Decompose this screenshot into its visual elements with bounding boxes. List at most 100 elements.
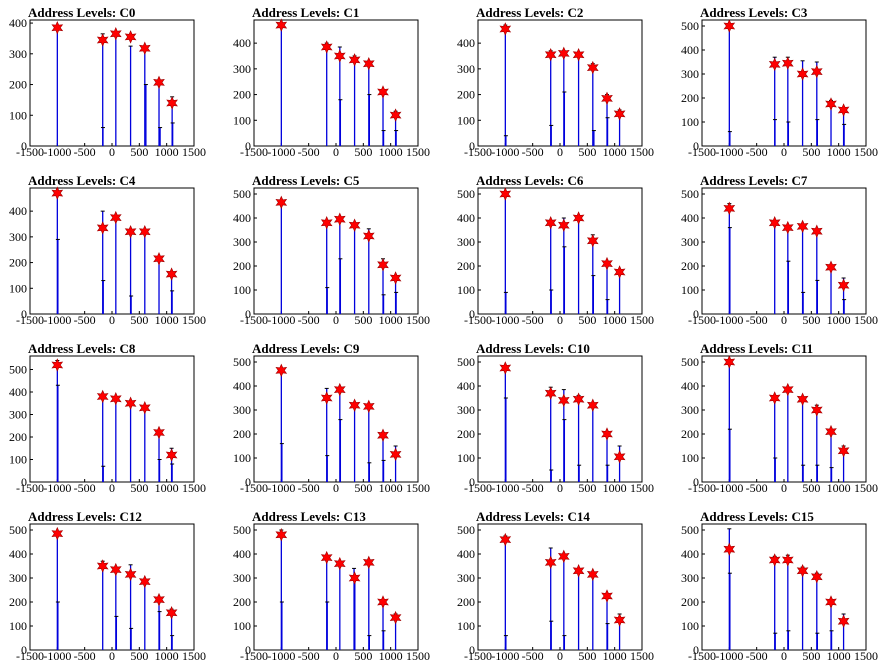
x-tick-label: -1500 bbox=[16, 481, 44, 495]
x-tick-label: -1500 bbox=[240, 313, 268, 327]
peak-marker bbox=[837, 103, 850, 117]
peak-marker bbox=[572, 392, 585, 406]
y-tick-label: 300 bbox=[457, 403, 475, 417]
x-tick-label: -1000 bbox=[267, 649, 295, 663]
plot-frame bbox=[29, 187, 195, 315]
chart-panel-c12: Address Levels: C12 0 100 200 300 400 500 -1500… bbox=[9, 509, 206, 663]
x-tick-label: 1000 bbox=[827, 649, 851, 663]
x-tick-label: 1000 bbox=[155, 649, 179, 663]
peak-marker bbox=[348, 218, 361, 232]
peak-marker bbox=[810, 64, 823, 79]
peak-marker bbox=[586, 398, 599, 412]
peak-marker bbox=[796, 564, 809, 578]
y-tick-label: 100 bbox=[457, 619, 475, 633]
chart-title: Address Levels: C0 bbox=[28, 5, 135, 20]
y-tick-label: 0 bbox=[21, 643, 27, 657]
peak-marker bbox=[51, 186, 64, 200]
y-tick-label: 300 bbox=[457, 571, 475, 585]
y-tick-label: 0 bbox=[693, 139, 699, 153]
chart-panel-c9: Address Levels: C90100200300400500-1500-… bbox=[233, 341, 430, 495]
x-tick-label: 1000 bbox=[603, 481, 627, 495]
peak-marker bbox=[333, 556, 346, 571]
x-tick-label: 1500 bbox=[182, 313, 206, 327]
peak-marker bbox=[348, 53, 361, 67]
peak-marker bbox=[348, 571, 361, 585]
y-tick-label: 300 bbox=[681, 67, 699, 81]
y-tick-label: 300 bbox=[457, 62, 475, 76]
peak-marker bbox=[124, 396, 137, 411]
y-tick-label: 0 bbox=[21, 307, 27, 321]
x-tick-label: 500 bbox=[802, 649, 820, 663]
x-tick-label: -500 bbox=[74, 481, 96, 495]
x-tick-label: 1000 bbox=[603, 145, 627, 159]
peak-marker bbox=[166, 96, 178, 110]
plot-frame bbox=[477, 355, 643, 483]
peak-marker bbox=[499, 187, 512, 201]
x-tick-label: -1500 bbox=[688, 481, 716, 495]
x-tick-label: 500 bbox=[130, 313, 148, 327]
x-tick-label: 0 bbox=[109, 649, 115, 663]
x-tick-label: 1000 bbox=[379, 649, 403, 663]
peak-marker bbox=[153, 75, 165, 90]
y-tick-label: 100 bbox=[9, 453, 27, 467]
plot-frame bbox=[253, 523, 419, 651]
peak-marker bbox=[51, 358, 64, 372]
peak-marker bbox=[837, 614, 850, 628]
y-tick-label: 300 bbox=[9, 47, 27, 61]
peak-marker bbox=[275, 195, 288, 210]
peak-marker bbox=[153, 592, 165, 607]
peak-marker bbox=[825, 424, 837, 439]
plot-frame bbox=[477, 187, 643, 315]
x-tick-label: 1500 bbox=[182, 145, 206, 159]
x-tick-label: 0 bbox=[781, 145, 787, 159]
peak-marker bbox=[377, 85, 389, 99]
y-tick-label: 200 bbox=[681, 259, 699, 273]
y-tick-label: 400 bbox=[681, 211, 699, 225]
peak-marker bbox=[499, 361, 512, 375]
y-tick-label: 200 bbox=[457, 427, 475, 441]
y-tick-label: 400 bbox=[9, 547, 27, 561]
y-tick-label: 100 bbox=[233, 619, 251, 633]
x-tick-label: 1500 bbox=[630, 481, 654, 495]
peak-marker bbox=[96, 221, 109, 235]
peak-marker bbox=[825, 260, 837, 274]
y-tick-label: 500 bbox=[457, 523, 475, 537]
x-tick-label: 0 bbox=[557, 481, 563, 495]
x-tick-label: -1500 bbox=[16, 145, 44, 159]
peak-marker bbox=[362, 229, 375, 243]
chart-title: Address Levels: C10 bbox=[476, 341, 590, 356]
peak-marker bbox=[723, 19, 736, 33]
x-tick-label: 1000 bbox=[155, 481, 179, 495]
y-tick-label: 400 bbox=[681, 43, 699, 57]
x-tick-label: -500 bbox=[298, 145, 320, 159]
y-tick-label: 0 bbox=[469, 643, 475, 657]
y-tick-label: 200 bbox=[457, 88, 475, 102]
x-tick-label: -500 bbox=[522, 145, 544, 159]
chart-panel-c15: Address Levels: C15 0 100 200 300 400 500 -1500… bbox=[681, 509, 878, 663]
chart-title: Address Levels: C3 bbox=[700, 5, 808, 20]
x-tick-label: -500 bbox=[746, 145, 768, 159]
y-tick-label: 0 bbox=[245, 475, 251, 489]
peak-marker bbox=[348, 398, 361, 412]
peak-marker bbox=[165, 606, 178, 620]
peak-marker bbox=[781, 553, 794, 567]
peak-marker bbox=[768, 553, 781, 567]
x-tick-label: 500 bbox=[354, 145, 372, 159]
y-tick-label: 0 bbox=[21, 475, 27, 489]
y-tick-label: 200 bbox=[457, 259, 475, 273]
plot-frame bbox=[477, 19, 643, 147]
chart-panel-c14: Address Levels: C14 0 100 200 300 400 500 -1500… bbox=[457, 509, 654, 663]
peak-marker bbox=[109, 210, 122, 225]
y-tick-label: 200 bbox=[233, 427, 251, 441]
x-tick-label: -1500 bbox=[240, 145, 268, 159]
x-tick-label: 0 bbox=[781, 313, 787, 327]
peak-marker bbox=[275, 363, 288, 378]
y-tick-label: 300 bbox=[457, 235, 475, 249]
chart-panel-c1: Address Levels: C1 0 100 200 300 400 -1500 -100… bbox=[233, 5, 430, 159]
y-tick-label: 500 bbox=[233, 523, 251, 537]
chart-title: Address Levels: C2 bbox=[476, 5, 583, 20]
x-tick-label: 0 bbox=[333, 313, 339, 327]
y-tick-label: 500 bbox=[9, 363, 27, 377]
x-tick-label: 500 bbox=[130, 649, 148, 663]
